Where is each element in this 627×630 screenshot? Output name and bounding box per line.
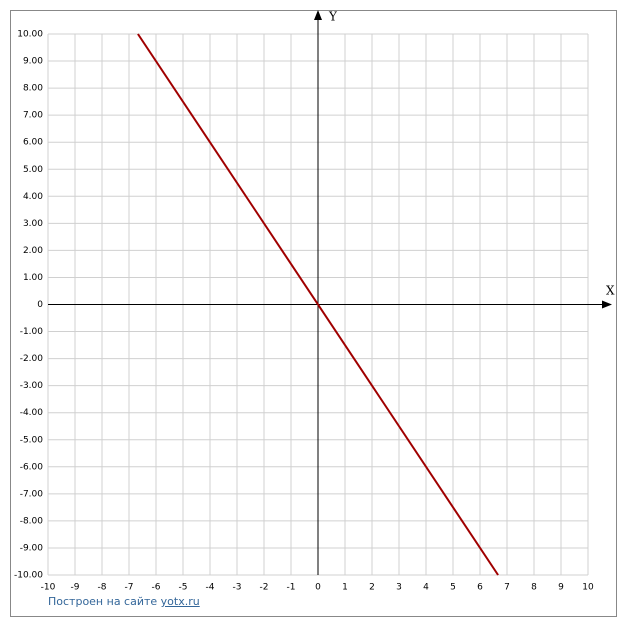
x-tick-label: 2	[369, 583, 375, 593]
x-tick-label: 9	[558, 583, 564, 593]
y-tick-label: 2.00	[23, 246, 43, 256]
x-tick-label: -5	[179, 583, 188, 593]
x-tick-label: 3	[396, 583, 402, 593]
x-tick-label: -1	[287, 583, 296, 593]
y-tick-label: 0	[37, 300, 43, 310]
line	[137, 33, 499, 576]
x-tick-label: 6	[477, 583, 483, 593]
x-tick-label: 0	[315, 583, 321, 593]
y-tick-label: -10.00	[14, 571, 43, 581]
x-tick-label: -6	[152, 583, 161, 593]
y-tick-label: -2.00	[20, 354, 44, 364]
x-tick-label: -8	[98, 583, 107, 593]
x-tick-label: -10	[41, 583, 56, 593]
y-tick-label: -6.00	[20, 462, 44, 472]
y-tick-label: 8.00	[23, 84, 43, 94]
x-tick-label: 8	[531, 583, 537, 593]
footer-text: Построен на сайте	[48, 595, 158, 608]
y-tick-label: -5.00	[20, 435, 44, 445]
x-tick-label: -2	[260, 583, 269, 593]
x-axis-label: X	[606, 284, 615, 298]
y-tick-label: -1.00	[20, 327, 44, 337]
y-tick-label: 1.00	[23, 273, 43, 283]
x-tick-label: 10	[582, 583, 594, 593]
x-tick-label: -7	[125, 583, 134, 593]
x-tick-label: -9	[71, 583, 80, 593]
y-axis-arrow	[314, 10, 322, 20]
y-tick-label: 3.00	[23, 219, 43, 229]
x-axis-arrow	[602, 300, 612, 309]
x-tick-label: 4	[423, 583, 429, 593]
y-tick-label: 10.00	[17, 30, 43, 40]
x-tick-label: -4	[206, 583, 215, 593]
x-tick-label: 7	[504, 583, 510, 593]
y-axis-label: Y	[328, 10, 338, 24]
y-tick-label: 7.00	[23, 111, 43, 121]
x-tick-label: 1	[342, 583, 348, 593]
y-tick-label: 4.00	[23, 192, 43, 202]
y-tick-label: 6.00	[23, 138, 43, 148]
y-tick-label: -8.00	[20, 516, 44, 526]
x-tick-label: -3	[233, 583, 242, 593]
y-tick-label: -3.00	[20, 381, 44, 391]
y-tick-label: -7.00	[20, 489, 44, 499]
y-tick-label: 5.00	[23, 165, 43, 175]
footer-link[interactable]: yotx.ru	[160, 595, 200, 608]
footer: Построен на сайте yotx.ru	[48, 595, 200, 608]
y-tick-label: -9.00	[20, 543, 44, 553]
x-tick-label: 5	[450, 583, 456, 593]
y-tick-label: 9.00	[23, 57, 43, 67]
y-tick-label: -4.00	[20, 408, 44, 418]
frame	[10, 10, 617, 617]
